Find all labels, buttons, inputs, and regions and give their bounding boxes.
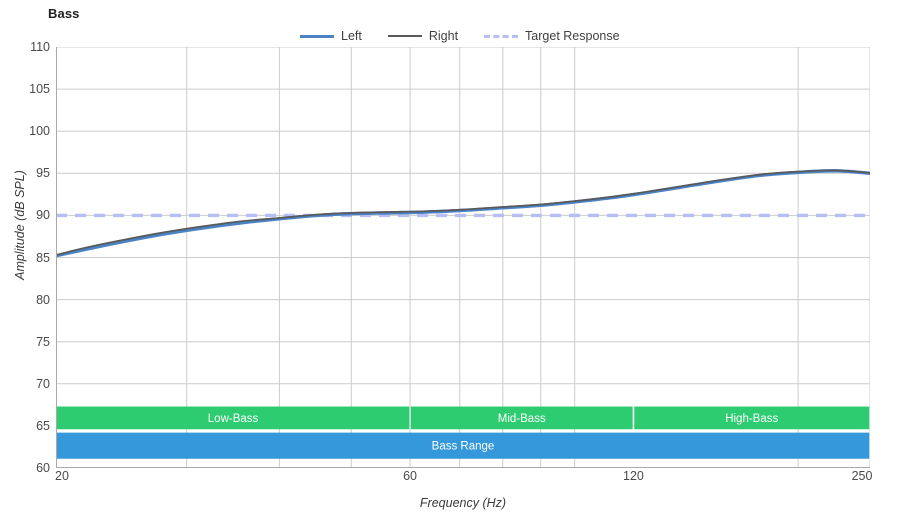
legend-label-right: Right [428, 28, 459, 43]
band-rect [56, 406, 410, 430]
plot-svg: Low-Bass Mid-Bass High-Bass Bass Range [56, 47, 870, 468]
plot-area: Low-Bass Mid-Bass High-Bass Bass Range [56, 47, 870, 468]
band-rect [634, 406, 870, 430]
band-label: Low-Bass [208, 413, 259, 425]
y-tick-label: 75 [36, 334, 50, 349]
y-tick-label: 90 [36, 208, 50, 223]
chart-title: Bass [48, 6, 80, 21]
band-high-bass: High-Bass [634, 406, 870, 430]
legend-item-right[interactable]: Right [387, 28, 459, 43]
y-axis-label: Amplitude (dB SPL) [13, 170, 27, 280]
band-rect [410, 406, 633, 430]
y-tick-label: 70 [36, 376, 50, 391]
legend-label-target-response: Target Response [525, 28, 620, 43]
x-axis-ticks: 20 60 120 250 [55, 469, 873, 488]
legend-line-right-icon [387, 35, 422, 37]
legend-line-target-icon [484, 34, 519, 38]
y-tick-label: 60 [36, 460, 50, 475]
band-rect [56, 432, 870, 459]
x-tick-label: 120 [623, 469, 644, 483]
band-mid-bass: Mid-Bass [410, 406, 633, 430]
legend-item-left[interactable]: Left [300, 30, 362, 43]
x-tick-label: 250 [851, 469, 873, 483]
y-tick-label: 110 [30, 39, 50, 54]
y-tick-label: 80 [36, 292, 50, 307]
series-line-left [56, 169, 870, 258]
x-tick-label: 20 [55, 469, 69, 483]
y-axis-ticks: 60 65 70 75 80 85 90 95 100 105 110 [0, 41, 50, 474]
legend-item-target-response[interactable]: Target Response [484, 30, 620, 43]
legend-label-left: Left [341, 28, 362, 43]
band-label: Bass Range [432, 441, 495, 453]
x-tick-label: 60 [403, 469, 418, 483]
band-bass-range: Bass Range [56, 432, 870, 459]
series-line-right [56, 169, 870, 256]
y-tick-label: 95 [36, 166, 50, 181]
legend-line-left-icon [300, 34, 334, 38]
y-tick-label: 65 [36, 418, 50, 433]
chart-legend: Left Right Target Response [300, 27, 620, 45]
y-tick-label: 105 [29, 81, 50, 96]
band-low-bass: Low-Bass [56, 406, 410, 430]
band-label: High-Bass [725, 413, 778, 425]
y-tick-label: 85 [36, 250, 50, 265]
band-label: Mid-Bass [498, 413, 546, 425]
y-tick-label: 100 [29, 123, 50, 138]
x-axis-label: Frequency (Hz) [419, 496, 507, 510]
